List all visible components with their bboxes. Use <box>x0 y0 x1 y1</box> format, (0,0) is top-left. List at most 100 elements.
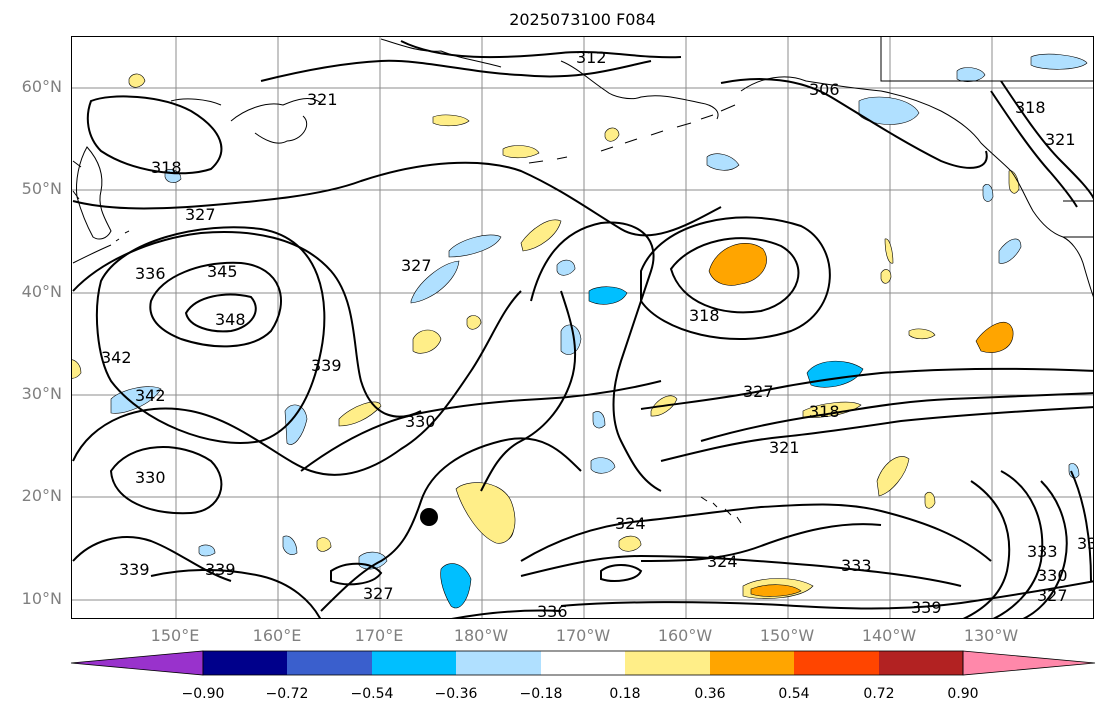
cb-tick-036: 0.36 <box>694 686 726 702</box>
contour-333-east <box>1022 480 1068 618</box>
contour-321-east <box>1000 80 1093 200</box>
colorbar-extend-high <box>962 650 1096 676</box>
lon-label-130w: 130°W <box>963 626 1019 645</box>
coast-kamchatka <box>76 146 112 240</box>
lat-label-10: 10°N <box>21 589 62 608</box>
contour-336-east <box>1070 470 1092 582</box>
clabel-318-b: 318 <box>809 402 840 421</box>
lon-label-140w: 140°W <box>861 626 917 645</box>
contour-321-north <box>260 59 652 82</box>
cb-tick-n090: −0.90 <box>181 686 225 702</box>
shade-light-7 <box>998 238 1022 264</box>
shade-yellow-5 <box>338 401 382 427</box>
lon-label-160e: 160°E <box>252 626 302 645</box>
coast-alaska-west <box>560 60 719 120</box>
clabel-339-b: 339 <box>205 560 236 579</box>
shade-yellow-18 <box>316 537 332 552</box>
shade-yellow-11 <box>502 145 540 159</box>
clabel-306: 306 <box>809 80 840 99</box>
contour-339 <box>72 290 522 476</box>
shade-yellow-16 <box>884 238 894 264</box>
shade-light-16 <box>592 411 606 429</box>
contour-327-a <box>72 161 722 237</box>
contour-318-nw <box>86 95 223 175</box>
shade-light-2 <box>410 260 460 304</box>
contour-labels: 312 321 306 318 321 318 327 327 336 345 … <box>101 48 1093 618</box>
colorbar-seg-9 <box>879 651 963 675</box>
contour-324 <box>520 503 992 562</box>
shade-light-17 <box>982 184 994 202</box>
colorbar-seg-1 <box>203 651 287 675</box>
colorbar-seg-4 <box>456 651 541 675</box>
map-title: 2025073100 F084 <box>509 10 656 29</box>
clabel-324: 324 <box>615 514 646 533</box>
lat-label-60: 60°N <box>21 77 62 96</box>
clabel-330-c: 330 <box>1037 566 1068 585</box>
shade-light-4 <box>560 324 582 355</box>
cb-tick-n018: −0.18 <box>519 686 563 702</box>
lon-label-160w: 160°W <box>657 626 713 645</box>
height-contours <box>72 40 1093 618</box>
contour-342 <box>95 226 326 444</box>
clabel-327-e: 327 <box>1037 586 1068 605</box>
shade-light-8 <box>1030 53 1088 70</box>
contour-318-east <box>700 392 1093 442</box>
clabel-342-a: 342 <box>101 348 132 367</box>
colorbar-extend-low <box>70 650 204 676</box>
clabel-345: 345 <box>207 262 238 281</box>
shade-light-9 <box>956 67 986 82</box>
clabel-312: 312 <box>576 48 607 67</box>
clabel-327-b: 327 <box>401 256 432 275</box>
lat-label-30: 30°N <box>21 384 62 403</box>
clabel-327-c: 327 <box>743 382 774 401</box>
contour-trough <box>480 290 577 492</box>
contour-336 <box>72 231 422 418</box>
clabel-318-nw: 318 <box>151 158 182 177</box>
coast-kuril <box>72 230 130 264</box>
shading-negative <box>110 53 1088 609</box>
shade-blue-4 <box>588 286 628 305</box>
clabel-324-b: 324 <box>707 552 738 571</box>
shade-yellow-21 <box>1008 170 1020 194</box>
colorbar-seg-5 <box>541 651 625 675</box>
contour-closed-sw <box>330 562 383 586</box>
coastlines <box>72 37 1093 524</box>
shade-light-5 <box>284 404 308 445</box>
clabel-348: 348 <box>215 310 246 329</box>
contour-330 <box>109 446 223 515</box>
shade-orange-3 <box>975 322 1014 353</box>
contour-312 <box>400 40 682 59</box>
coast-chukotka <box>380 38 502 68</box>
shade-light-3 <box>448 234 502 258</box>
shade-yellow-20 <box>924 491 936 509</box>
graticule <box>72 37 1093 618</box>
shade-yellow-6 <box>520 219 562 252</box>
clabel-333-b: 333 <box>1027 542 1058 561</box>
contour-321-closed <box>640 216 831 341</box>
colorbar-seg-2 <box>287 651 372 675</box>
lat-label-20: 20°N <box>21 486 62 505</box>
cb-tick-018: 0.18 <box>609 686 641 702</box>
shade-yellow-12 <box>128 73 146 88</box>
colorbar-seg-6 <box>625 651 710 675</box>
colorbar-outline <box>202 650 964 676</box>
contour-330-east2 <box>992 470 1044 618</box>
contour-348 <box>184 293 257 333</box>
coast-aleutians <box>528 104 736 164</box>
map-svg: 312 321 306 318 321 318 327 327 336 345 … <box>72 37 1093 618</box>
shade-light-15 <box>282 535 298 555</box>
contour-345 <box>149 261 282 348</box>
clabel-330: 330 <box>405 412 436 431</box>
shade-orange-4 <box>750 584 802 597</box>
clabel-327-a: 327 <box>185 205 216 224</box>
shade-light-14 <box>198 544 216 557</box>
shade-light-11 <box>590 457 616 474</box>
shade-yellow-4 <box>412 329 442 354</box>
clabel-321: 321 <box>769 438 800 457</box>
shade-light-10 <box>706 153 740 171</box>
contour-339-south <box>560 580 1093 610</box>
colorbar-seg-7 <box>710 651 794 675</box>
shade-yellow-3 <box>876 456 910 497</box>
contour-closed-south <box>600 564 643 582</box>
lon-label-170e: 170°E <box>354 626 404 645</box>
